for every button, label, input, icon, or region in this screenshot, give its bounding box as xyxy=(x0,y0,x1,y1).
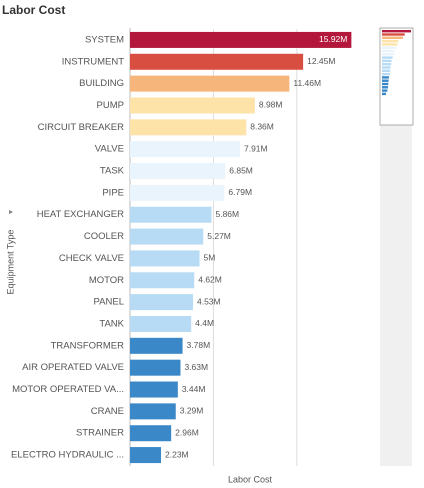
minimap-bar xyxy=(382,33,405,36)
bar xyxy=(130,97,255,114)
bar xyxy=(130,228,204,245)
y-tick-label: HEAT EXCHANGER xyxy=(37,209,124,220)
data-label: 11.46M xyxy=(293,78,321,88)
minimap-bar xyxy=(382,76,389,79)
y-tick-label: PANEL xyxy=(94,297,124,308)
data-label: 5.27M xyxy=(207,231,231,241)
data-label: 2.96M xyxy=(175,427,199,437)
bar xyxy=(130,447,162,464)
data-label: 3.78M xyxy=(187,340,211,350)
y-tick-label: MOTOR OPERATED VA... xyxy=(12,384,124,395)
y-tick-label: ELECTRO HYDRAULIC ... xyxy=(11,450,124,461)
bar xyxy=(130,250,200,267)
bar xyxy=(130,337,183,354)
bar xyxy=(130,75,290,92)
bar xyxy=(130,403,176,420)
data-label: 4.4M xyxy=(195,318,214,328)
data-label: 15.92M xyxy=(319,34,347,44)
bar xyxy=(130,315,192,332)
minimap-bar xyxy=(382,79,389,82)
y-tick-label: CRANE xyxy=(91,406,124,417)
data-label: 6.85M xyxy=(229,165,253,175)
y-tick-label: INSTRUMENT xyxy=(62,56,124,67)
axis-menu-icon[interactable]: ▼ xyxy=(8,209,15,216)
bar xyxy=(130,119,247,136)
minimap-bar xyxy=(382,59,392,63)
y-tick-label: TASK xyxy=(100,166,125,177)
y-tick-label: MOTOR xyxy=(89,275,124,286)
minimap-bar xyxy=(382,63,392,66)
data-label: 8.36M xyxy=(250,122,274,132)
data-label: 7.91M xyxy=(244,143,268,153)
data-label: 12.45M xyxy=(307,56,335,66)
y-tick-label: VALVE xyxy=(95,144,124,155)
minimap-bar xyxy=(382,66,391,69)
minimap-bar xyxy=(382,39,399,43)
data-label: 4.62M xyxy=(198,275,222,285)
minimap-bar xyxy=(382,69,391,72)
y-tick-label: AIR OPERATED VALVE xyxy=(22,362,124,373)
bar xyxy=(130,31,352,48)
data-label: 5M xyxy=(204,253,216,263)
bar xyxy=(130,425,172,442)
bar xyxy=(130,53,304,70)
y-axis-label: Equipment Type xyxy=(5,230,15,295)
data-label: 8.98M xyxy=(259,100,283,110)
y-tick-label: STRAINER xyxy=(76,428,124,439)
y-tick-label: SYSTEM xyxy=(85,34,124,45)
bar xyxy=(130,294,193,311)
minimap-bar xyxy=(382,92,387,96)
data-label: 3.29M xyxy=(180,406,204,416)
y-tick-label: TANK xyxy=(99,318,124,329)
minimap-bar xyxy=(382,43,398,46)
data-label: 3.44M xyxy=(182,384,206,394)
data-label: 2.23M xyxy=(165,449,189,459)
data-label: 4.53M xyxy=(197,296,221,306)
minimap-bar xyxy=(382,49,395,53)
y-tick-label: BUILDING xyxy=(79,78,124,89)
minimap-bar xyxy=(382,46,397,49)
minimap-bar xyxy=(382,56,393,59)
minimap-bar xyxy=(382,82,389,86)
x-axis-label: Labor Cost xyxy=(228,474,273,484)
data-label: 5.86M xyxy=(215,209,239,219)
y-tick-label: TRANSFORMER xyxy=(51,340,125,351)
minimap-bar xyxy=(382,89,388,92)
y-tick-label: PIPE xyxy=(102,187,124,198)
y-tick-label: PUMP xyxy=(97,100,124,111)
y-tick-label: COOLER xyxy=(84,231,124,242)
y-tick-label: CHECK VALVE xyxy=(59,253,124,264)
minimap-bar xyxy=(382,36,403,39)
bar xyxy=(130,359,181,376)
y-tick-label: CIRCUIT BREAKER xyxy=(38,122,125,133)
chart-title: Labor Cost xyxy=(2,3,65,17)
minimap-bar xyxy=(382,86,388,89)
bar xyxy=(130,272,195,289)
bar xyxy=(130,206,212,223)
minimap-bar xyxy=(382,30,411,33)
data-label: 3.63M xyxy=(184,362,208,372)
bar xyxy=(130,141,240,158)
bar xyxy=(130,163,226,180)
bar xyxy=(130,184,225,201)
data-label: 6.79M xyxy=(228,187,252,197)
minimap-bar xyxy=(382,53,395,56)
minimap-bar xyxy=(382,72,391,76)
bar xyxy=(130,381,178,398)
